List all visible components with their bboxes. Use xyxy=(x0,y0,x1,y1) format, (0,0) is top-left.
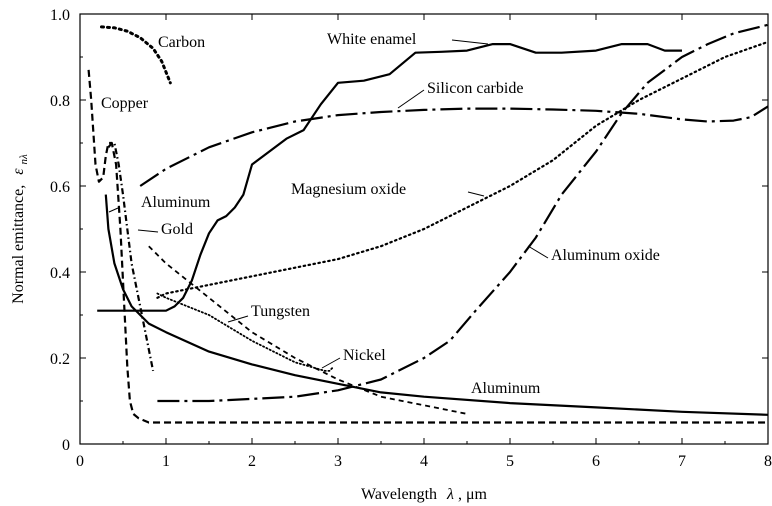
series-line-carbon xyxy=(100,25,172,85)
series-line-silicon-carbide xyxy=(139,105,769,187)
x-axis-ticks: 0 1 2 3 4 5 6 7 8 xyxy=(76,14,772,470)
x-tick-label: 3 xyxy=(334,453,342,470)
curve-label: Copper xyxy=(101,95,149,112)
curve-label: Magnesium oxide xyxy=(291,181,406,198)
series-line-copper xyxy=(87,69,768,424)
curve-label: Aluminum oxide xyxy=(551,247,660,264)
y-tick-label: 0.4 xyxy=(50,265,70,282)
leader-line xyxy=(397,89,425,109)
x-tick-label: 8 xyxy=(764,453,772,470)
curve-labels: Carbon Copper White enamel Silicon carbide A… xyxy=(101,31,660,397)
curve-label: Tungsten xyxy=(251,303,310,320)
leader-line xyxy=(467,191,485,197)
series-line-gold xyxy=(107,141,155,372)
x-tick-label: 4 xyxy=(420,453,428,470)
label-leaders xyxy=(108,39,549,369)
x-tick-label: 0 xyxy=(76,453,84,470)
x-axis-label-main: Wavelength xyxy=(361,486,437,503)
y-tick-label: 1.0 xyxy=(50,7,70,24)
leader-line xyxy=(227,315,249,323)
curve-label: Carbon xyxy=(158,34,205,51)
y-tick-label: 0.8 xyxy=(50,93,70,110)
x-axis-label-symbol: λ xyxy=(446,486,454,503)
series-layer xyxy=(87,23,770,424)
y-axis-label-main: Normal emittance, xyxy=(10,185,27,304)
x-tick-label: 6 xyxy=(592,453,600,470)
curve-label: Aluminum xyxy=(141,194,211,211)
y-axis-label-sub: nλ xyxy=(18,154,30,165)
leader-line xyxy=(321,357,341,369)
series-line-tungsten xyxy=(148,245,468,415)
curve-label: Silicon carbide xyxy=(427,80,523,97)
y-tick-label: 0 xyxy=(62,437,70,454)
y-tick-label: 0.2 xyxy=(50,351,70,368)
x-axis-label: Wavelength λ , μm xyxy=(361,486,488,503)
leader-line xyxy=(137,229,159,233)
series-line-white-enamel xyxy=(97,42,682,312)
leader-line xyxy=(527,245,549,259)
leader-line xyxy=(108,207,119,213)
series-line-aluminum-oxide xyxy=(157,23,769,403)
series-line-magnesium-oxide xyxy=(156,40,770,299)
leader-line xyxy=(451,39,489,45)
curve-label: White enamel xyxy=(327,31,417,48)
series-line-aluminum xyxy=(104,194,769,416)
y-axis-label-symbol: ε xyxy=(10,168,27,175)
curve-label: Nickel xyxy=(343,347,386,364)
series-line-nickel xyxy=(156,292,335,372)
x-tick-label: 5 xyxy=(506,453,514,470)
y-tick-label: 0.6 xyxy=(50,179,70,196)
y-axis-label: Normal emittance, ε nλ xyxy=(10,154,30,304)
x-tick-label: 2 xyxy=(248,453,256,470)
x-tick-label: 7 xyxy=(678,453,686,470)
y-axis-ticks: 0 0.2 0.4 0.6 0.8 1.0 xyxy=(50,7,768,454)
curve-label: Gold xyxy=(161,221,193,238)
x-axis-label-unit: , μm xyxy=(458,486,488,503)
x-tick-label: 1 xyxy=(162,453,170,470)
curve-label: Aluminum xyxy=(471,380,541,397)
